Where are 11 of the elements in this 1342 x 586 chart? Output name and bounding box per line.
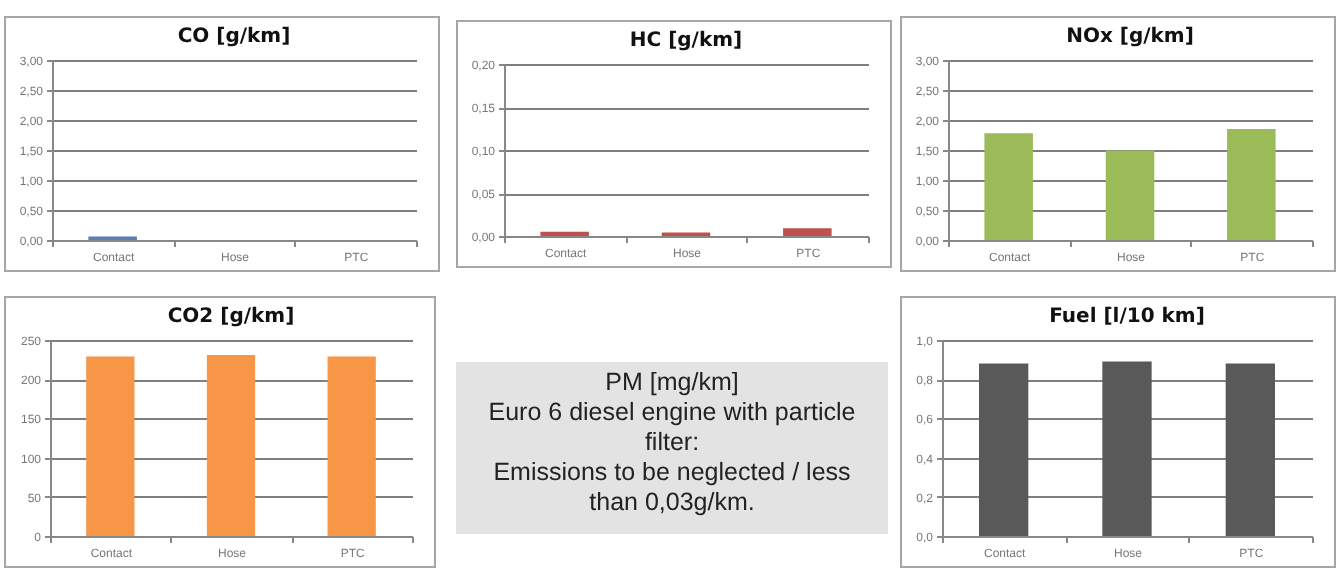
text: PM [mg/km] bbox=[603, 368, 741, 398]
chart-title: CO2 [g/km] bbox=[167, 306, 295, 328]
chart-title: CO [g/km] bbox=[177, 26, 291, 48]
bar bbox=[1105, 150, 1155, 240]
text: Euro 6 diesel engine with particle filter: bbox=[486, 398, 858, 458]
chart-title: NOx [g/km] bbox=[1066, 26, 1194, 48]
chart-title: HC [g/km] bbox=[629, 30, 743, 52]
text: Emissions to be neglected / less than 0,03g/km. bbox=[491, 458, 853, 518]
bar bbox=[1227, 129, 1276, 240]
bar bbox=[984, 133, 1033, 240]
chart-title: Fuel [l/10 km] bbox=[1049, 306, 1205, 328]
